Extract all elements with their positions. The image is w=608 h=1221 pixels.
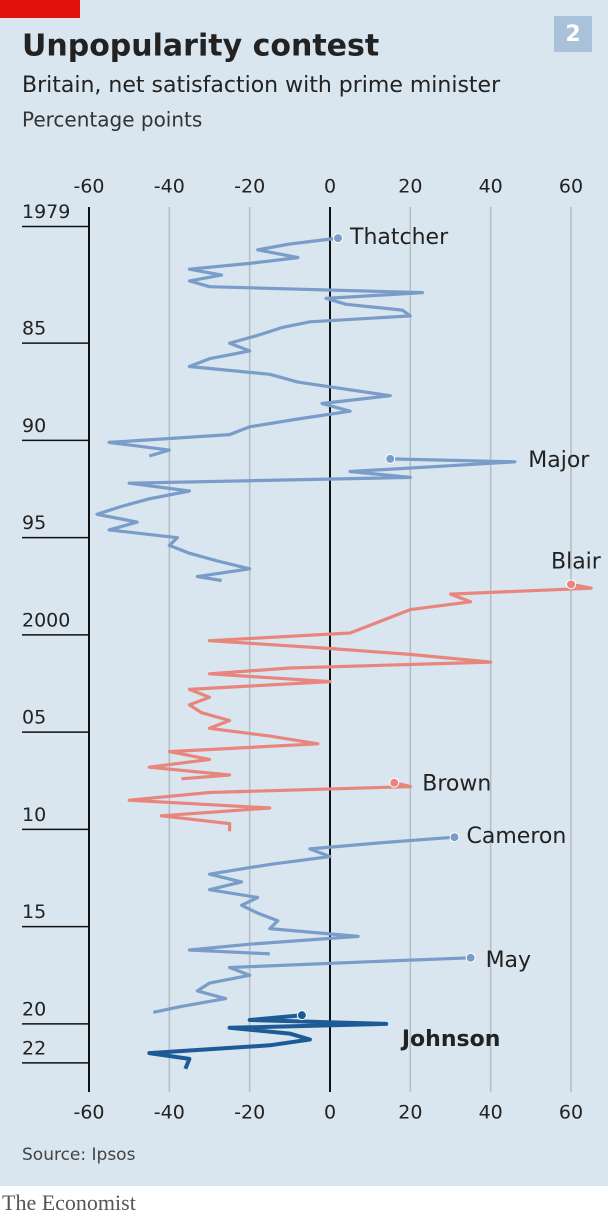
x-tick-label: -60: [73, 1102, 104, 1124]
x-tick-label: -20: [234, 176, 265, 198]
brand-tag: [0, 0, 80, 18]
source: Source: Ipsos: [22, 1145, 136, 1165]
series-label: Brown: [422, 772, 491, 797]
series-line: [147, 1013, 389, 1070]
x-tick-label: -40: [154, 1102, 185, 1124]
x-tick-label: 20: [398, 1102, 422, 1124]
y-tick-label: 10: [22, 804, 46, 826]
y-tick-label: 85: [22, 318, 46, 340]
x-tick-label: 40: [479, 1102, 503, 1124]
y-tick-label: 95: [22, 512, 46, 534]
series-line: [152, 956, 471, 1014]
units: Percentage points: [22, 108, 202, 132]
series-label: Johnson: [400, 1027, 501, 1052]
series-line: [187, 835, 455, 956]
start-dot: [385, 453, 396, 464]
y-tick-label: 90: [22, 415, 46, 437]
x-tick-label: 20: [398, 176, 422, 198]
chart-title: Unpopularity contest: [22, 29, 379, 64]
series-label: Thatcher: [349, 225, 449, 250]
start-dot: [449, 832, 460, 843]
badge-box: [554, 16, 592, 52]
series-label: Cameron: [467, 824, 567, 849]
y-tick-label: 2000: [22, 609, 70, 631]
series-line: [107, 236, 424, 458]
x-tick-label: 0: [324, 1102, 336, 1124]
start-dot: [566, 579, 576, 590]
y-tick-label: 20: [22, 998, 46, 1020]
x-tick-label: -60: [73, 176, 104, 198]
start-dot: [333, 233, 344, 244]
start-dot: [296, 1010, 307, 1021]
series-line: [147, 582, 593, 781]
x-tick-label: -20: [234, 1102, 265, 1124]
start-dot: [465, 952, 476, 963]
series-line: [127, 781, 412, 832]
y-tick-label: 15: [22, 901, 46, 923]
y-tick-label: 22: [22, 1037, 46, 1059]
x-tick-label: -40: [154, 176, 185, 198]
series-line: [95, 457, 517, 583]
brand: The Economist: [2, 1190, 136, 1215]
x-tick-label: 0: [324, 176, 336, 198]
start-dot: [389, 777, 400, 788]
x-tick-label: 40: [479, 176, 503, 198]
x-tick-label: 60: [559, 176, 583, 198]
series-label: Blair: [551, 549, 602, 574]
series-label: May: [486, 948, 531, 973]
badge: 2: [565, 22, 580, 47]
subtitle: Britain, net satisfaction with prime min…: [22, 73, 501, 98]
series-label: Major: [528, 448, 590, 473]
y-tick-label: 05: [22, 707, 46, 729]
y-tick-label: 1979: [22, 201, 70, 223]
x-tick-label: 60: [559, 1102, 583, 1124]
